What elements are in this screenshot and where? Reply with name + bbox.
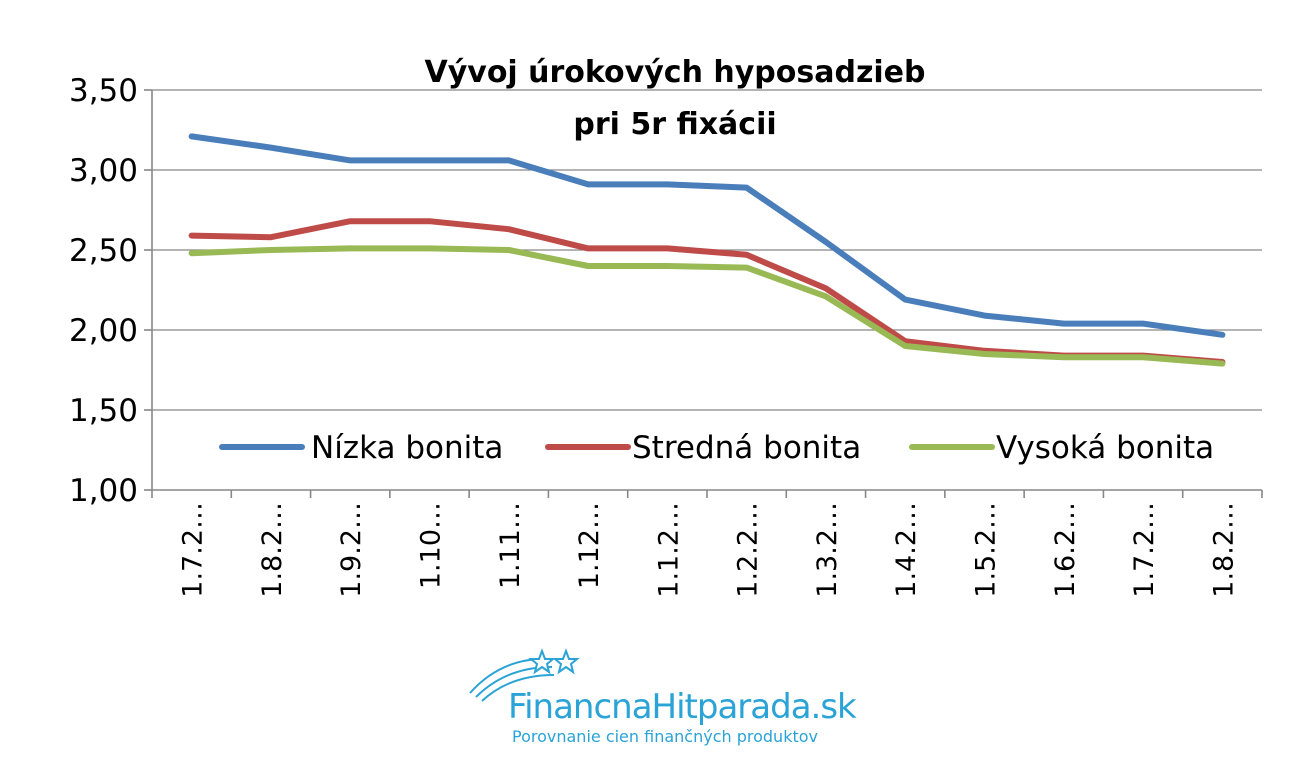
x-tick-label: 1.8.2…	[1208, 502, 1239, 598]
x-tick-label: 1.11…	[495, 502, 526, 589]
x-tick-label: 1.9.2…	[336, 502, 367, 598]
logo-name: FinancnaHitparada.sk	[508, 687, 857, 727]
series-line-2	[188, 218, 1226, 365]
chart-title-line-2: pri 5r fixácii	[573, 107, 776, 142]
y-tick-label: 1,50	[69, 393, 138, 429]
logo: FinancnaHitparada.sk Porovnanie cien fin…	[462, 645, 862, 755]
x-tick-label: 1.8.2…	[257, 502, 288, 598]
series-lines	[188, 133, 1226, 367]
line-chart: 1,00 1,50 2,00 2,50 3,00 3,50 1.7.2… 1.8.2… 1.9…	[69, 55, 1263, 598]
y-tick-label: 2,00	[69, 313, 138, 349]
chart-title: Vývoj úrokových hyposadzieb pri 5r fixác…	[424, 55, 925, 142]
x-tick-label: 1.1.2…	[653, 502, 684, 598]
x-tick-label: 1.2.2…	[733, 502, 764, 598]
series-line-3	[188, 245, 1226, 367]
legend-label: Stredná bonita	[632, 430, 861, 466]
x-tick-label: 1.5.2…	[971, 502, 1002, 598]
logo-tagline: Porovnanie cien finančných produktov	[512, 727, 818, 746]
x-tick-label: 1.12…	[574, 502, 605, 589]
x-tick-label: 1.10…	[416, 502, 447, 589]
y-tick-label: 1,00	[69, 473, 138, 509]
legend-label: Vysoká bonita	[996, 430, 1214, 466]
y-axis-ticks: 1,00 1,50 2,00 2,50 3,00 3,50	[69, 73, 152, 509]
shooting-stars-icon	[469, 648, 580, 702]
y-tick-label: 3,50	[69, 73, 138, 109]
y-tick-label: 2,50	[69, 233, 138, 269]
series-line-1	[188, 133, 1226, 338]
legend-label: Nízka bonita	[311, 430, 503, 466]
x-tick-label: 1.7.2…	[1129, 502, 1160, 598]
x-tick-label: 1.3.2…	[812, 502, 843, 598]
x-tick-label: 1.4.2…	[891, 502, 922, 598]
legend: Nízka bonita Stredná bonita Vysoká bonita	[219, 430, 1214, 466]
x-axis-ticks: 1.7.2… 1.8.2… 1.9.2… 1.10… 1.11… 1.12… 1.1.2… 1…	[151, 490, 1263, 598]
x-tick-label: 1.6.2…	[1050, 502, 1081, 598]
x-tick-label: 1.7.2…	[178, 502, 209, 598]
chart-title-line-1: Vývoj úrokových hyposadzieb	[424, 55, 925, 90]
y-tick-label: 3,00	[69, 153, 138, 189]
